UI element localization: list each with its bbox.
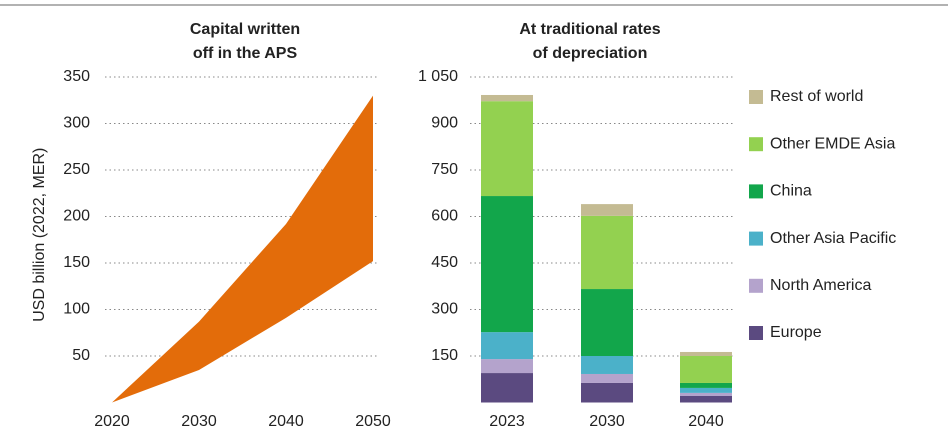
legend-label: China xyxy=(770,183,812,200)
area-band xyxy=(112,95,373,403)
y-tick-label: 100 xyxy=(63,301,90,318)
legend-label: Rest of world xyxy=(770,88,863,105)
y-tick-label: 600 xyxy=(431,208,458,225)
bar-segment xyxy=(581,356,633,374)
legend-label: Other Asia Pacific xyxy=(770,230,896,247)
legend-swatch xyxy=(749,137,763,152)
bar-segment xyxy=(680,387,732,393)
legend-label: Europe xyxy=(770,324,822,341)
x-tick-label: 2040 xyxy=(688,413,724,430)
y-tick-label: 200 xyxy=(63,208,90,225)
x-tick-label: 2030 xyxy=(589,413,625,430)
bar-segment xyxy=(680,395,732,403)
y-tick-label: 1 050 xyxy=(418,68,458,85)
y-tick-label: 750 xyxy=(431,161,458,178)
chart-title: At traditional rates of depreciation xyxy=(519,21,660,62)
y-tick-label: 350 xyxy=(63,68,90,85)
bar-segment xyxy=(680,392,732,396)
bar-segment xyxy=(481,359,533,374)
x-tick-label: 2023 xyxy=(489,413,525,430)
y-tick-label: 300 xyxy=(431,301,458,318)
bar-segment xyxy=(680,351,732,356)
x-tick-label: 2030 xyxy=(181,413,217,430)
legend-swatch xyxy=(749,184,763,199)
y-tick-label: 150 xyxy=(431,347,458,364)
bar-segment xyxy=(581,289,633,356)
bar-segment xyxy=(481,332,533,360)
legend-swatch xyxy=(749,90,763,104)
legend-swatch xyxy=(749,231,763,246)
bar-segment xyxy=(481,101,533,197)
bar-segment xyxy=(581,373,633,383)
bar-segment xyxy=(581,382,633,403)
bar-segment xyxy=(481,196,533,333)
y-tick-label: 900 xyxy=(431,115,458,132)
bar-segment xyxy=(680,356,732,383)
legend-label: North America xyxy=(770,277,871,294)
bar-segment xyxy=(481,373,533,403)
x-tick-label: 2050 xyxy=(355,413,391,430)
bar-segment xyxy=(581,204,633,216)
x-tick-label: 2040 xyxy=(268,413,304,430)
y-tick-label: 150 xyxy=(63,254,90,271)
chart-title: Capital written off in the APS xyxy=(190,21,300,62)
y-tick-label: 450 xyxy=(431,254,458,271)
y-tick-label: 250 xyxy=(63,161,90,178)
x-tick-label: 2020 xyxy=(94,413,130,430)
legend-swatch xyxy=(749,326,763,340)
y-axis-label: USD billion (2022, MER) xyxy=(31,148,48,322)
bar-segment xyxy=(680,382,732,388)
bar-segment xyxy=(481,94,533,102)
legend-swatch xyxy=(749,278,763,293)
y-tick-label: 50 xyxy=(72,347,90,364)
legend-label: Other EMDE Asia xyxy=(770,135,895,152)
bar-segment xyxy=(581,215,633,290)
y-tick-label: 300 xyxy=(63,115,90,132)
